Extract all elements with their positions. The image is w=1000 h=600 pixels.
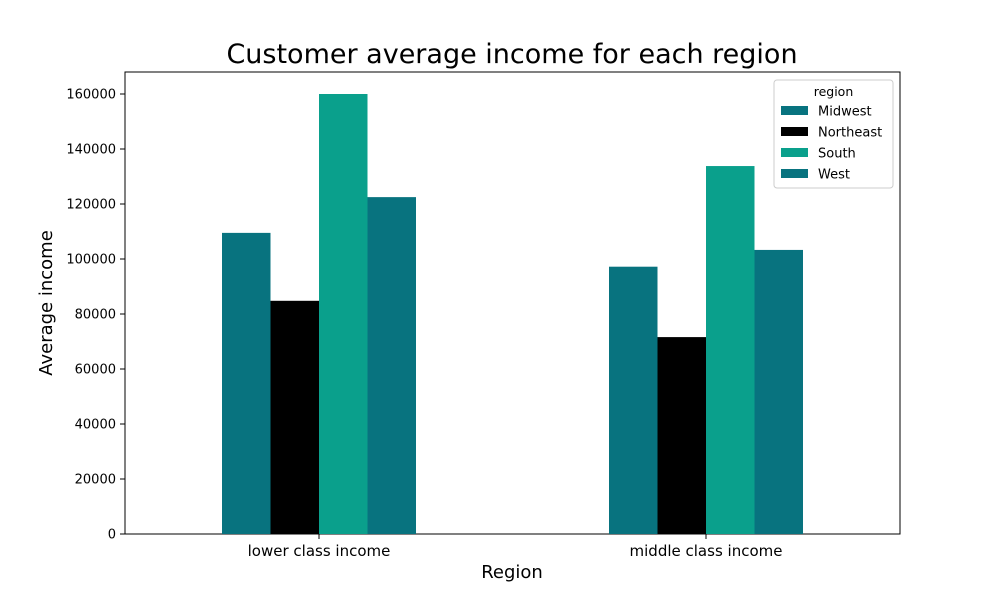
bar-northeast-1 [657,337,706,534]
y-tick-label: 140000 [66,143,116,158]
legend-label-northeast: Northeast [818,126,882,141]
bar-midwest-1 [609,266,658,534]
y-tick-label: 120000 [66,198,116,213]
y-axis-label: Average income [36,230,57,376]
y-tick-label: 60000 [75,363,116,378]
x-axis: lower class income middle class income [248,534,783,560]
bars [222,94,803,535]
bar-west-1 [754,249,803,535]
legend-swatch-northeast [781,127,808,136]
bar-south-0 [319,94,368,534]
legend-label-west: West [818,168,850,183]
bar-midwest-0 [222,232,271,534]
y-axis: 0 20000 40000 60000 80000 100000 120000 140000 1… [66,88,125,543]
legend: region Midwest Northeast South West [773,79,894,189]
plot-frame [124,71,901,535]
chart-title: Customer average income for each region [226,39,797,70]
x-axis-label: Region [481,562,543,583]
bar-south-1 [706,166,755,535]
legend-title: region [814,84,854,99]
y-tick-label: 100000 [66,253,116,268]
y-tick-label: 160000 [66,88,116,103]
y-tick-label: 40000 [75,418,116,433]
legend-label-south: South [818,147,856,162]
y-tick-label: 80000 [75,308,116,323]
legend-label-midwest: Midwest [818,105,872,120]
legend-swatch-south [781,148,808,157]
bar-northeast-0 [270,300,319,534]
y-tick-label: 20000 [75,473,116,488]
bar-west-0 [367,197,416,534]
y-tick-label: 0 [108,528,116,543]
legend-swatch-west [781,169,808,178]
x-tick-label: middle class income [630,542,783,560]
x-tick-label: lower class income [248,542,391,560]
plot-area [124,71,901,535]
legend-swatch-midwest [781,106,808,115]
